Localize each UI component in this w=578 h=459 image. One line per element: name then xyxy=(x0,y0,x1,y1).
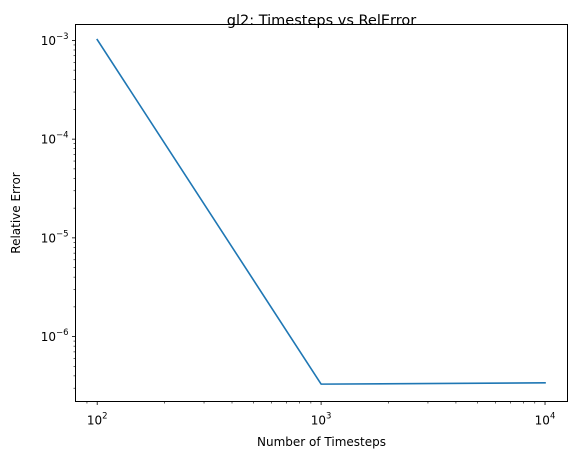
y-axis-label: Relative Error xyxy=(9,172,23,254)
series-line xyxy=(96,38,546,385)
y-tick-label: 10−4 xyxy=(41,131,69,147)
y-axis: 10−6 10−5 10−4 10−3 xyxy=(41,32,76,389)
x-tick-label: 102 xyxy=(87,412,108,428)
series-layer xyxy=(96,38,546,385)
chart-title: gl2: Timesteps vs RelError xyxy=(227,13,416,29)
x-tick-label: 103 xyxy=(311,412,332,428)
plot-area xyxy=(75,24,568,402)
y-tick-label: 10−3 xyxy=(41,32,69,48)
x-tick-label: 104 xyxy=(535,412,556,428)
x-axis-label: Number of Timesteps xyxy=(257,435,386,449)
x-axis: 102 103 104 xyxy=(86,401,556,428)
y-tick-label: 10−5 xyxy=(41,229,69,245)
y-tick-label: 10−6 xyxy=(41,328,69,344)
